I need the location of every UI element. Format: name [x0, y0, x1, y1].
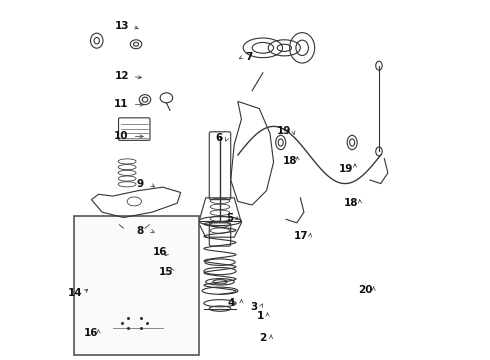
Text: 13: 13 — [115, 21, 129, 31]
Text: 12: 12 — [115, 71, 129, 81]
Text: 9: 9 — [136, 179, 143, 189]
Text: 3: 3 — [250, 302, 257, 312]
Text: 15: 15 — [158, 267, 173, 277]
Text: 17: 17 — [294, 231, 309, 242]
Text: 10: 10 — [114, 131, 128, 141]
Text: 8: 8 — [137, 226, 144, 236]
Text: 18: 18 — [282, 156, 297, 166]
Text: 2: 2 — [260, 333, 267, 343]
Text: 6: 6 — [215, 133, 222, 143]
Text: 1: 1 — [257, 311, 264, 321]
Text: 11: 11 — [114, 99, 128, 109]
Bar — [74, 216, 198, 355]
Text: 4: 4 — [228, 298, 235, 308]
Text: 5: 5 — [226, 213, 234, 223]
Text: 20: 20 — [359, 285, 373, 295]
Text: 18: 18 — [344, 198, 359, 208]
Text: 7: 7 — [245, 52, 252, 62]
Text: 19: 19 — [277, 126, 292, 136]
Text: 16: 16 — [153, 247, 167, 257]
Text: 16: 16 — [83, 328, 98, 338]
Text: 14: 14 — [68, 288, 83, 297]
Text: 19: 19 — [339, 163, 353, 174]
